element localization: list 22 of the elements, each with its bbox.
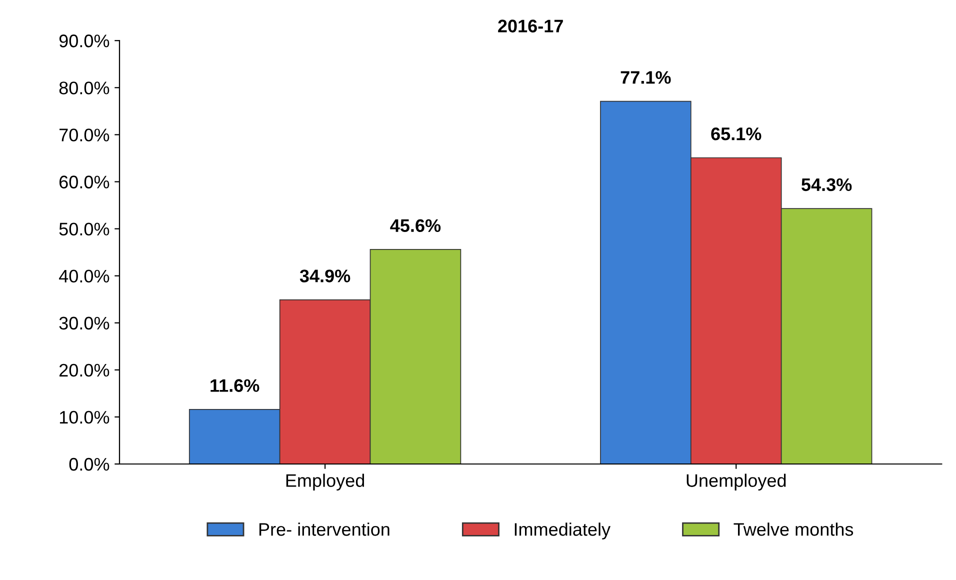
chart-title: 2016-17 [498,20,563,32]
data-label: 11.6% [210,379,260,392]
y-tick-label: 90.0% [59,34,110,48]
y-tick-label: 40.0% [59,270,110,283]
y-tick-label: 50.0% [59,222,110,236]
data-label: 34.9% [300,270,350,282]
legend-label: Twelve months [734,522,854,536]
y-tick-label: 0.0% [69,458,110,471]
x-tick-label: Unemployed [686,474,786,491]
data-label: 65.1% [711,127,762,140]
legend-label: Immediately [514,522,611,540]
legend-label: Pre- intervention [259,522,390,536]
data-label: 54.3% [802,178,852,192]
y-tick-label: 30.0% [59,316,110,330]
y-tick-label: 20.0% [59,364,110,377]
y-tick-label: 80.0% [59,82,110,94]
y-tick-label: 70.0% [60,128,110,142]
y-tick-label: 60.0% [60,176,110,188]
data-label: 45.6% [390,219,441,232]
y-tick-label: 10.0% [60,410,110,424]
x-tick-label: Employed [286,474,364,491]
data-label: 77.1% [620,71,671,84]
